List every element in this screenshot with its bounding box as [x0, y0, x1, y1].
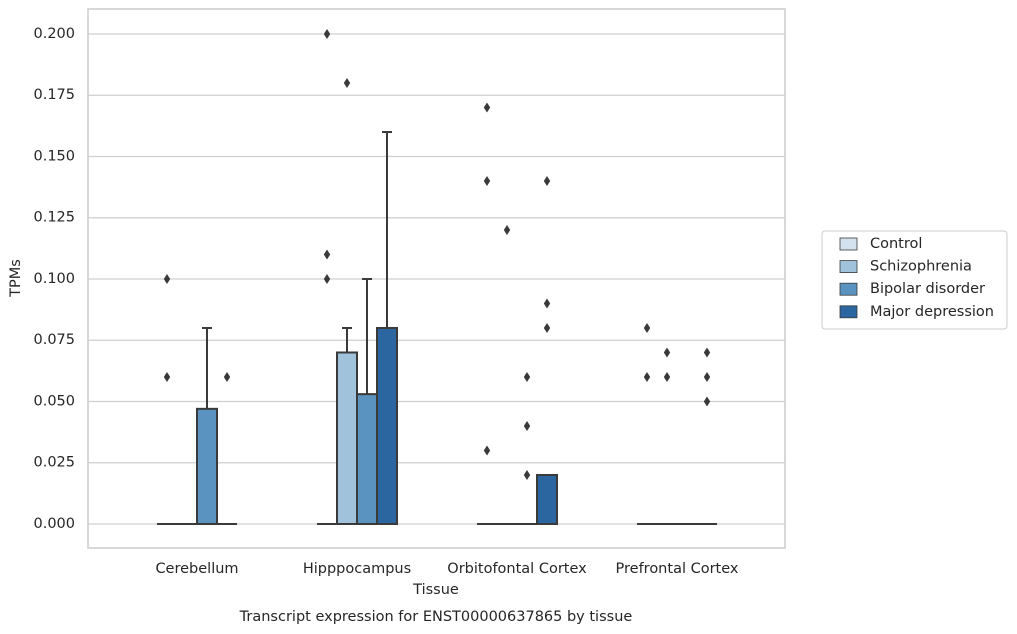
y-tick-label: 0.200 — [33, 26, 75, 42]
box — [376, 326, 398, 525]
caption: Transcript expression for ENST0000063786… — [239, 609, 633, 625]
outlier — [483, 175, 491, 186]
x-tick-label: Hipppocampus — [303, 561, 411, 577]
x-tick-label: Prefrontal Cortex — [616, 561, 739, 577]
outlier — [703, 371, 711, 382]
outlier — [503, 224, 511, 235]
box — [356, 393, 378, 525]
y-tick-label: 0.050 — [33, 393, 75, 409]
outlier — [163, 273, 171, 284]
outlier — [703, 396, 711, 407]
outlier — [663, 347, 671, 358]
outlier — [163, 371, 171, 382]
box — [336, 351, 358, 525]
x-tick-label: Cerebellum — [155, 561, 238, 577]
outlier — [323, 249, 331, 260]
outlier — [483, 102, 491, 113]
box — [536, 473, 558, 525]
outlier — [643, 322, 651, 333]
legend-label: Major depression — [870, 304, 994, 320]
outlier — [543, 322, 551, 333]
legend-swatch — [839, 282, 858, 296]
outlier — [643, 371, 651, 382]
legend-label: Schizophrenia — [870, 259, 972, 275]
x-axis-label: Tissue — [412, 582, 459, 598]
outlier — [223, 371, 231, 382]
outlier — [323, 28, 331, 39]
x-tick-label: Orbitofontal Cortex — [447, 561, 587, 577]
legend — [821, 230, 1008, 330]
box — [196, 407, 218, 525]
y-tick-label: 0.000 — [33, 516, 75, 532]
legend-swatch — [839, 260, 858, 274]
outlier — [483, 445, 491, 456]
outlier — [663, 371, 671, 382]
y-axis-label: TPMs — [8, 259, 24, 298]
y-tick-label: 0.075 — [33, 332, 75, 348]
legend-label: Control — [870, 236, 922, 252]
outlier — [543, 298, 551, 309]
outlier — [323, 273, 331, 284]
legend-swatch — [839, 305, 858, 319]
legend-swatch — [839, 237, 858, 251]
outlier — [543, 175, 551, 186]
y-tick-label: 0.100 — [33, 271, 75, 287]
outlier — [703, 347, 711, 358]
outlier — [523, 371, 531, 382]
outlier — [523, 469, 531, 480]
outlier — [523, 420, 531, 431]
legend-label: Bipolar disorder — [870, 281, 985, 297]
y-tick-label: 0.125 — [33, 210, 75, 226]
y-tick-label: 0.025 — [33, 455, 75, 471]
y-tick-label: 0.175 — [33, 87, 75, 103]
y-tick-label: 0.150 — [33, 148, 75, 164]
outlier — [343, 77, 351, 88]
